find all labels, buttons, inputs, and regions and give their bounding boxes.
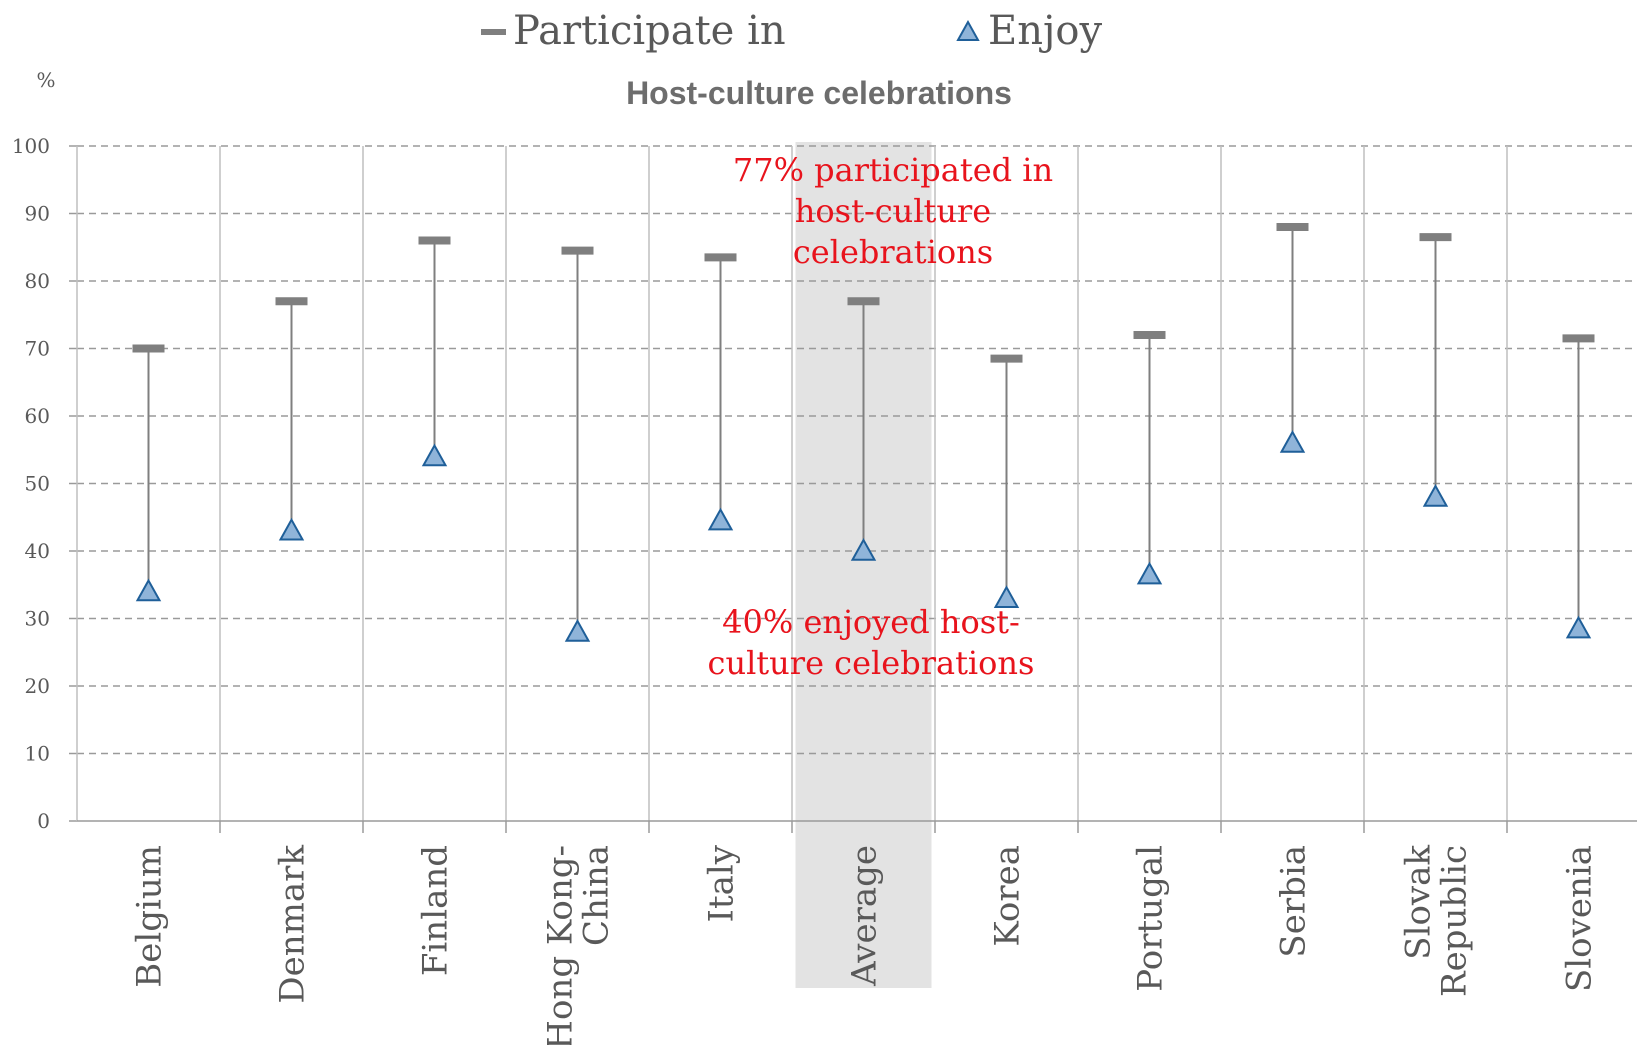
y-tick-label: 40 xyxy=(25,539,50,563)
y-tick-label: 0 xyxy=(37,809,50,833)
participate-marker xyxy=(1562,334,1595,343)
x-tick-label: Serbia xyxy=(1274,845,1314,958)
legend-enjoy-label: Enjoy xyxy=(988,8,1102,54)
enjoy-marker xyxy=(707,507,734,531)
annotation-line: celebrations xyxy=(793,233,993,271)
x-tick-label: Slovak xyxy=(1399,845,1439,960)
x-tick-label: Hong Kong- xyxy=(541,845,581,1045)
y-tick-label: 60 xyxy=(25,404,50,428)
x-tick-labels: Belgium Denmark Finland Hong Kong-China Ital… xyxy=(130,844,1600,1045)
x-tick-label: China xyxy=(577,845,617,946)
x-tick-label: Portugal xyxy=(1131,845,1171,992)
annotation-line: host-culture xyxy=(795,192,991,230)
y-tick-label: 90 xyxy=(25,202,50,226)
participate-marker xyxy=(275,297,308,306)
enjoy-marker xyxy=(564,618,591,642)
category-dividers xyxy=(219,146,1508,833)
participate-marker xyxy=(704,253,737,262)
annotation-line: 77% participated in xyxy=(733,151,1053,189)
participate-marker xyxy=(847,297,880,306)
x-tick-label: Italy xyxy=(702,844,742,922)
participate-marker xyxy=(418,236,451,245)
enjoy-markers xyxy=(135,429,1592,642)
y-tick-labels: 0 10 20 30 40 50 60 70 80 90 100 xyxy=(12,134,50,833)
chart-title: Host-culture celebrations xyxy=(626,75,1012,111)
annotation-line: 40% enjoyed host- xyxy=(722,603,1020,641)
y-tick-label: 80 xyxy=(25,269,50,293)
enjoy-marker xyxy=(850,537,877,561)
average-highlight-band xyxy=(795,142,932,988)
x-tick-label: Finland xyxy=(416,845,456,976)
y-tick-label: 30 xyxy=(25,607,50,631)
legend-participate-label: Participate in xyxy=(513,8,786,54)
enjoy-marker xyxy=(278,517,305,541)
gridlines xyxy=(69,145,1637,822)
legend-enjoy-marker xyxy=(956,19,980,41)
participate-markers xyxy=(132,223,1595,363)
enjoy-marker xyxy=(1422,483,1449,507)
y-tick-label: 70 xyxy=(25,337,50,361)
participate-marker xyxy=(1133,331,1166,339)
x-tick-label: Korea xyxy=(988,845,1028,947)
y-tick-label: 100 xyxy=(12,134,50,158)
x-tick-label: Average xyxy=(845,845,885,987)
range-lines xyxy=(147,227,1580,632)
enjoy-marker xyxy=(1565,615,1592,639)
enjoy-marker xyxy=(993,585,1020,609)
participate-marker xyxy=(561,246,594,255)
annotation-line: culture celebrations xyxy=(708,644,1035,682)
x-tick-label: Republic xyxy=(1435,845,1475,997)
x-tick-label: Belgium xyxy=(130,845,170,988)
annotations: 77% participated inhost-culturecelebrati… xyxy=(708,151,1054,682)
enjoy-marker xyxy=(1136,561,1163,585)
y-tick-label: 20 xyxy=(25,674,50,698)
y-tick-label: 50 xyxy=(25,472,50,496)
y-axis-unit: % xyxy=(36,68,55,92)
y-tick-label: 10 xyxy=(25,742,50,766)
participate-marker xyxy=(132,344,165,353)
legend-participate-marker xyxy=(481,29,506,35)
legend: Participate in Enjoy xyxy=(481,8,1102,54)
x-tick-label: Denmark xyxy=(273,845,313,1004)
enjoy-marker xyxy=(135,578,162,602)
participate-marker xyxy=(1419,233,1452,242)
participate-marker xyxy=(1276,223,1309,231)
enjoy-marker xyxy=(421,443,448,467)
enjoy-marker xyxy=(1279,429,1306,453)
participate-marker xyxy=(990,354,1023,363)
x-tick-label: Slovenia xyxy=(1560,845,1600,992)
